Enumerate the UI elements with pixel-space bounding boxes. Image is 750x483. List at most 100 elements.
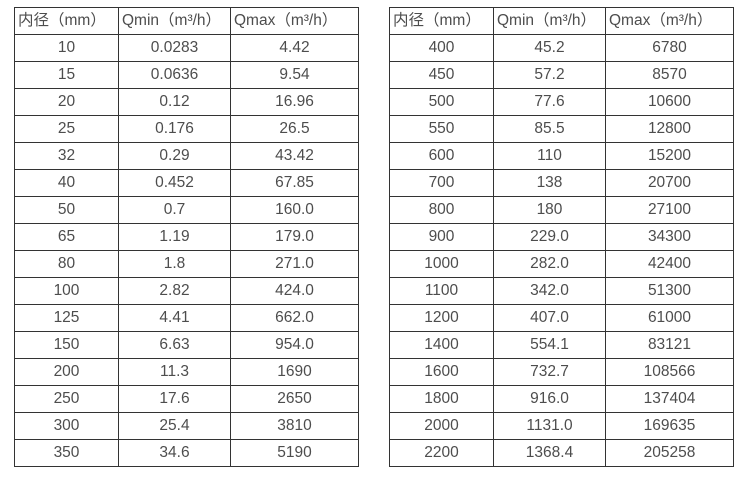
flow-table-left: 内径（mm） Qmin（m³/h） Qmax（m³/h） 10 0.0283 4.42 15… (14, 7, 359, 467)
table-row: 20 0.12 16.96 (14, 88, 359, 116)
qmax-cell: 160.0 (230, 196, 359, 224)
diameter-cell: 450 (389, 61, 494, 89)
qmax-cell: 179.0 (230, 223, 359, 251)
qmin-cell: 0.29 (118, 142, 231, 170)
table-row: 2000 1131.0 169635 (389, 412, 734, 440)
qmax-cell: 67.85 (230, 169, 359, 197)
qmin-cell: 0.0636 (118, 61, 231, 89)
table-row: 25 0.176 26.5 (14, 115, 359, 143)
diameter-cell: 800 (389, 196, 494, 224)
table-row: 1800 916.0 137404 (389, 385, 734, 413)
qmax-cell: 954.0 (230, 331, 359, 359)
qmin-cell: 554.1 (493, 331, 606, 359)
qmin-column-header: Qmin（m³/h） (118, 7, 231, 35)
qmax-cell: 169635 (605, 412, 734, 440)
header-row: 内径（mm） Qmin（m³/h） Qmax（m³/h） (14, 7, 359, 35)
qmax-cell: 108566 (605, 358, 734, 386)
qmin-cell: 2.82 (118, 277, 231, 305)
table-row: 450 57.2 8570 (389, 61, 734, 89)
qmax-column-header: Qmax（m³/h） (605, 7, 734, 35)
diameter-cell: 700 (389, 169, 494, 197)
table-row: 800 180 27100 (389, 196, 734, 224)
diameter-cell: 25 (14, 115, 119, 143)
table-row: 350 34.6 5190 (14, 439, 359, 467)
diameter-cell: 20 (14, 88, 119, 116)
diameter-cell: 65 (14, 223, 119, 251)
qmin-cell: 25.4 (118, 412, 231, 440)
diameter-cell: 900 (389, 223, 494, 251)
table-row: 400 45.2 6780 (389, 34, 734, 62)
diameter-cell: 1800 (389, 385, 494, 413)
qmin-cell: 1.8 (118, 250, 231, 278)
diameter-cell: 100 (14, 277, 119, 305)
table-row: 32 0.29 43.42 (14, 142, 359, 170)
qmax-cell: 10600 (605, 88, 734, 116)
qmin-cell: 0.7 (118, 196, 231, 224)
qmin-cell: 11.3 (118, 358, 231, 386)
qmin-cell: 282.0 (493, 250, 606, 278)
qmax-cell: 61000 (605, 304, 734, 332)
table-row: 1000 282.0 42400 (389, 250, 734, 278)
qmin-cell: 229.0 (493, 223, 606, 251)
qmax-cell: 6780 (605, 34, 734, 62)
qmax-cell: 8570 (605, 61, 734, 89)
table-row: 500 77.6 10600 (389, 88, 734, 116)
flow-rate-spec-tables: 内径（mm） Qmin（m³/h） Qmax（m³/h） 10 0.0283 4.42 15… (14, 7, 734, 467)
qmax-cell: 137404 (605, 385, 734, 413)
qmax-cell: 34300 (605, 223, 734, 251)
qmin-cell: 0.0283 (118, 34, 231, 62)
table-row: 10 0.0283 4.42 (14, 34, 359, 62)
diameter-cell: 2000 (389, 412, 494, 440)
qmin-cell: 0.452 (118, 169, 231, 197)
qmax-cell: 1690 (230, 358, 359, 386)
diameter-cell: 500 (389, 88, 494, 116)
table-row: 125 4.41 662.0 (14, 304, 359, 332)
diameter-cell: 250 (14, 385, 119, 413)
table-row: 1100 342.0 51300 (389, 277, 734, 305)
table-row: 50 0.7 160.0 (14, 196, 359, 224)
qmax-cell: 42400 (605, 250, 734, 278)
qmax-cell: 83121 (605, 331, 734, 359)
qmin-cell: 180 (493, 196, 606, 224)
table-row: 300 25.4 3810 (14, 412, 359, 440)
qmin-cell: 6.63 (118, 331, 231, 359)
qmin-cell: 732.7 (493, 358, 606, 386)
table-row: 250 17.6 2650 (14, 385, 359, 413)
diameter-column-header: 内径（mm） (389, 7, 494, 35)
table-row: 150 6.63 954.0 (14, 331, 359, 359)
qmax-cell: 205258 (605, 439, 734, 467)
table-row: 200 11.3 1690 (14, 358, 359, 386)
qmin-cell: 1.19 (118, 223, 231, 251)
qmin-cell: 77.6 (493, 88, 606, 116)
diameter-cell: 1600 (389, 358, 494, 386)
qmax-cell: 16.96 (230, 88, 359, 116)
diameter-cell: 15 (14, 61, 119, 89)
qmin-cell: 4.41 (118, 304, 231, 332)
qmax-cell: 9.54 (230, 61, 359, 89)
table-row: 40 0.452 67.85 (14, 169, 359, 197)
qmax-cell: 12800 (605, 115, 734, 143)
qmax-cell: 5190 (230, 439, 359, 467)
diameter-cell: 10 (14, 34, 119, 62)
qmax-cell: 4.42 (230, 34, 359, 62)
table-row: 100 2.82 424.0 (14, 277, 359, 305)
qmin-cell: 45.2 (493, 34, 606, 62)
qmax-cell: 662.0 (230, 304, 359, 332)
table-row: 80 1.8 271.0 (14, 250, 359, 278)
diameter-cell: 1000 (389, 250, 494, 278)
qmin-cell: 342.0 (493, 277, 606, 305)
flow-table-right: 内径（mm） Qmin（m³/h） Qmax（m³/h） 400 45.2 6780 450… (389, 7, 734, 467)
table-row: 65 1.19 179.0 (14, 223, 359, 251)
table-row: 1600 732.7 108566 (389, 358, 734, 386)
qmax-cell: 2650 (230, 385, 359, 413)
qmin-cell: 0.176 (118, 115, 231, 143)
table-row: 600 110 15200 (389, 142, 734, 170)
qmin-cell: 57.2 (493, 61, 606, 89)
diameter-cell: 1400 (389, 331, 494, 359)
qmin-cell: 17.6 (118, 385, 231, 413)
qmax-cell: 26.5 (230, 115, 359, 143)
qmin-cell: 0.12 (118, 88, 231, 116)
qmin-cell: 407.0 (493, 304, 606, 332)
diameter-cell: 40 (14, 169, 119, 197)
diameter-cell: 350 (14, 439, 119, 467)
